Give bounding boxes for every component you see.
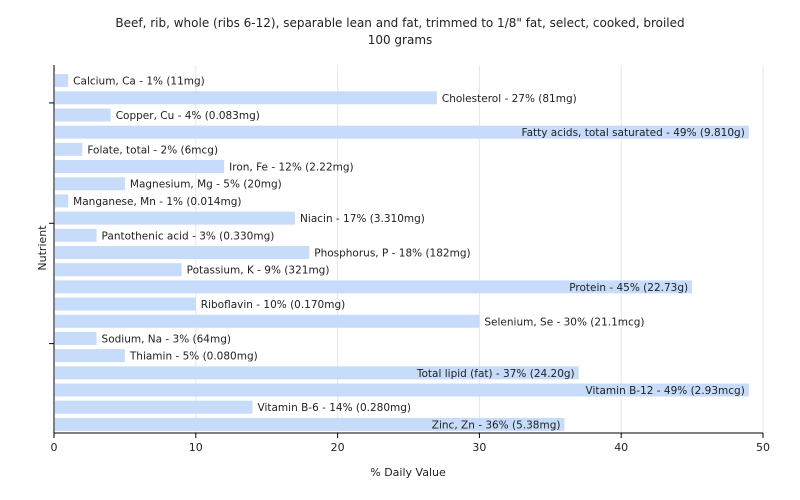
bar [55,194,69,208]
bar [55,228,97,242]
bar [55,383,749,397]
bar-label: Vitamin B-12 - 49% (2.93mcg) [586,385,745,397]
bar-label: Calcium, Ca - 1% (11mg) [73,76,205,88]
bar [55,297,196,311]
x-tick-label: 50 [756,441,770,454]
x-tick-label: 30 [472,441,486,454]
bar [55,160,225,174]
chart-title: Beef, rib, whole (ribs 6-12), separable … [115,16,684,30]
x-tick-label: 20 [331,441,345,454]
bar [55,177,125,191]
bars: Calcium, Ca - 1% (11mg) Cholesterol - 27%… [55,74,749,431]
bar-label: Pantothenic acid - 3% (0.330mg) [102,230,275,242]
bar-label: Selenium, Se - 30% (21.1mcg) [484,316,644,328]
x-tick-label: 10 [189,441,203,454]
bar [55,91,437,105]
bar [55,280,693,294]
x-axis-title: % Daily Value [370,466,446,479]
bar-label: Niacin - 17% (3.310mg) [300,213,425,225]
bar-label: Folate, total - 2% (6mcg) [87,144,218,156]
bar [55,246,310,259]
bar-label: Total lipid (fat) - 37% (24.20g) [416,368,575,380]
bar [55,211,296,225]
bar [55,400,253,414]
x-tick-label: 40 [614,441,628,454]
bar-label: Manganese, Mn - 1% (0.014mg) [73,196,241,208]
bar-label: Zinc, Zn - 36% (5.38mg) [432,419,561,431]
bar [55,74,69,88]
bar [55,314,480,328]
bar [55,263,182,277]
bar-label: Riboflavin - 10% (0.170mg) [201,299,345,311]
bar [55,108,111,122]
axes: 0 10 20 30 40 50 [49,65,770,454]
bar-label: Iron, Fe - 12% (2.22mg) [229,162,353,174]
bar-label: Protein - 45% (22.73g) [569,282,688,294]
bar-label: Fatty acids, total saturated - 49% (9.81… [522,127,745,139]
x-tick-label: 0 [51,441,58,454]
chart-subtitle: 100 grams [368,33,433,47]
bar-label: Cholesterol - 27% (81mg) [442,93,577,105]
bar [55,125,749,139]
bar-label: Magnesium, Mg - 5% (20mg) [130,179,282,191]
bar [55,331,97,345]
bar-label: Sodium, Na - 3% (64mg) [102,333,231,345]
bar [55,142,83,156]
bar [55,366,579,380]
bar-label: Thiamin - 5% (0.080mg) [129,351,258,363]
bar-label: Phosphorus, P - 18% (182mg) [314,248,470,260]
bar-label: Copper, Cu - 4% (0.083mg) [116,110,260,122]
y-axis-title: Nutrient [36,225,49,271]
bar [55,417,565,431]
bar-label: Vitamin B-6 - 14% (0.280mg) [258,402,412,414]
bar [55,349,125,363]
bar-label: Potassium, K - 9% (321mg) [187,265,330,277]
